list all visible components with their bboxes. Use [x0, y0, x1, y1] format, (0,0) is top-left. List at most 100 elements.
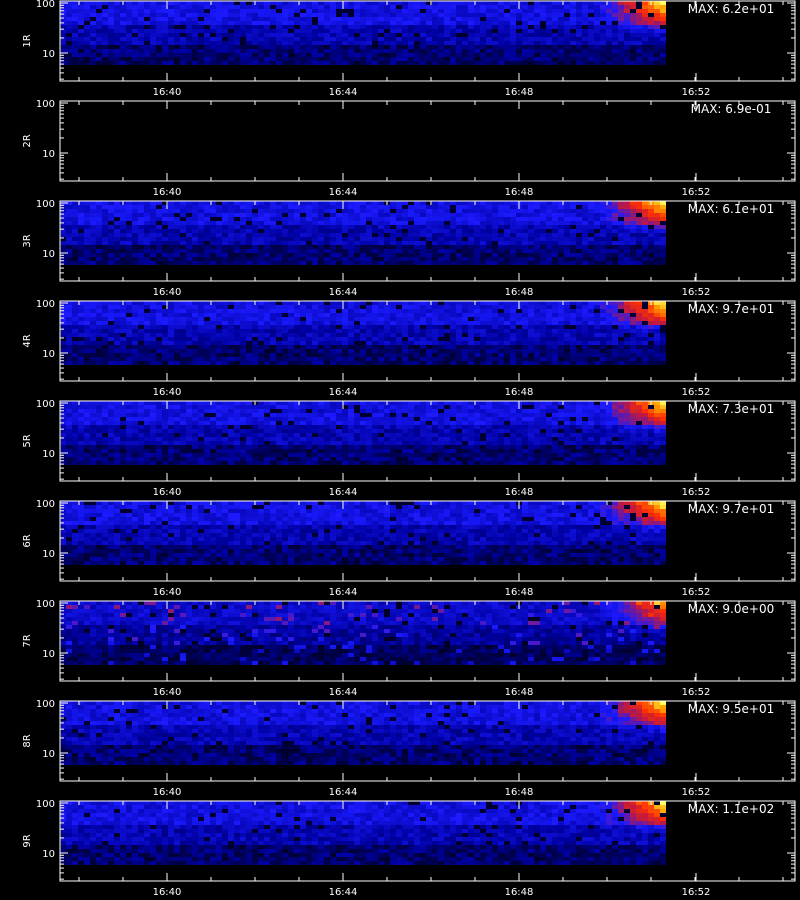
heatmap-cell: [546, 53, 552, 57]
heatmap-cell: [504, 1, 510, 5]
heatmap-cell: [318, 341, 324, 345]
heatmap-cell: [348, 53, 354, 57]
heatmap-cell: [510, 57, 516, 61]
heatmap-cell: [450, 213, 456, 217]
heatmap-cell: [174, 249, 180, 253]
heatmap-cell: [330, 25, 336, 29]
heatmap-cell: [462, 353, 468, 357]
heatmap-cell: [504, 49, 510, 53]
heatmap-cell: [480, 201, 486, 205]
heatmap-cell: [156, 41, 162, 45]
heatmap-cell: [180, 221, 186, 225]
heatmap-cell: [588, 1, 594, 5]
heatmap-cell: [366, 1, 372, 5]
heatmap-cell: [312, 201, 318, 205]
heatmap-cell: [288, 1, 294, 5]
heatmap-cell: [342, 57, 348, 61]
heatmap-cell: [354, 37, 360, 41]
heatmap-cell: [552, 217, 558, 221]
heatmap-cell: [84, 321, 90, 325]
heatmap-cell: [84, 333, 90, 337]
heatmap-cell: [414, 9, 420, 13]
heatmap-cell: [534, 321, 540, 325]
heatmap-cell: [102, 349, 108, 353]
heatmap-cell: [192, 357, 198, 361]
heatmap-cell: [96, 221, 102, 225]
heatmap-cell: [306, 205, 312, 209]
heatmap-cell: [114, 237, 120, 241]
heatmap-cell: [384, 5, 390, 9]
heatmap-cell: [318, 13, 324, 17]
heatmap-cell: [546, 245, 552, 249]
heatmap-cell: [408, 309, 414, 313]
heatmap-cell: [534, 213, 540, 217]
heatmap-cell: [654, 233, 660, 237]
heatmap-cell: [300, 233, 306, 237]
heatmap-cell: [204, 1, 210, 5]
heatmap-cell: [624, 257, 630, 261]
heatmap-cell: [192, 237, 198, 241]
heatmap-cell: [360, 45, 366, 49]
heatmap-cell: [558, 325, 564, 329]
heatmap-cell: [618, 205, 624, 209]
heatmap-cell: [108, 209, 114, 213]
heatmap-cell: [216, 337, 222, 341]
heatmap-cell: [90, 245, 96, 249]
heatmap-cell: [558, 49, 564, 53]
heatmap-cell: [210, 49, 216, 53]
heatmap-cell: [234, 333, 240, 337]
heatmap-cell: [246, 217, 252, 221]
heatmap-cell: [462, 41, 468, 45]
heatmap-cell: [216, 201, 222, 205]
heatmap-cell: [222, 21, 228, 25]
heatmap-cell: [636, 45, 642, 49]
heatmap-cell: [540, 261, 546, 265]
heatmap-cell: [312, 305, 318, 309]
heatmap-cell: [372, 245, 378, 249]
heatmap-cell: [462, 325, 468, 329]
heatmap-cell: [252, 217, 258, 221]
heatmap-cell: [648, 221, 654, 225]
heatmap-cell: [300, 345, 306, 349]
heatmap-cell: [630, 29, 636, 33]
heatmap-cell: [78, 249, 84, 253]
heatmap-cell: [378, 21, 384, 25]
heatmap-cell: [630, 49, 636, 53]
heatmap-cell: [528, 217, 534, 221]
heatmap-cell: [438, 353, 444, 357]
heatmap-cell: [66, 13, 72, 17]
heatmap-cell: [600, 237, 606, 241]
heatmap-cell: [60, 205, 66, 209]
heatmap-cell: [120, 37, 126, 41]
heatmap-cell: [60, 233, 66, 237]
heatmap-cell: [300, 37, 306, 41]
heatmap-cell: [234, 237, 240, 241]
heatmap-cell: [324, 37, 330, 41]
heatmap-cell: [426, 333, 432, 337]
heatmap-cell: [642, 41, 648, 45]
heatmap-cell: [564, 37, 570, 41]
heatmap-cell: [372, 309, 378, 313]
heatmap-cell: [450, 25, 456, 29]
heatmap-cell: [420, 233, 426, 237]
heatmap-cell: [378, 205, 384, 209]
heatmap-cell: [252, 321, 258, 325]
heatmap-cell: [576, 329, 582, 333]
heatmap-cell: [78, 257, 84, 261]
heatmap-cell: [162, 1, 168, 5]
heatmap-cell: [600, 25, 606, 29]
heatmap-cell: [444, 9, 450, 13]
heatmap-cell: [270, 53, 276, 57]
heatmap-cell: [384, 329, 390, 333]
heatmap-cell: [240, 53, 246, 57]
heatmap-cell: [642, 309, 648, 313]
heatmap-cell: [408, 61, 414, 65]
heatmap-cell: [618, 13, 624, 17]
heatmap-cell: [444, 357, 450, 361]
heatmap-cell: [462, 213, 468, 217]
heatmap-cell: [492, 249, 498, 253]
heatmap-cell: [126, 245, 132, 249]
heatmap-cell: [108, 261, 114, 265]
heatmap-cell: [594, 241, 600, 245]
heatmap-cell: [276, 349, 282, 353]
